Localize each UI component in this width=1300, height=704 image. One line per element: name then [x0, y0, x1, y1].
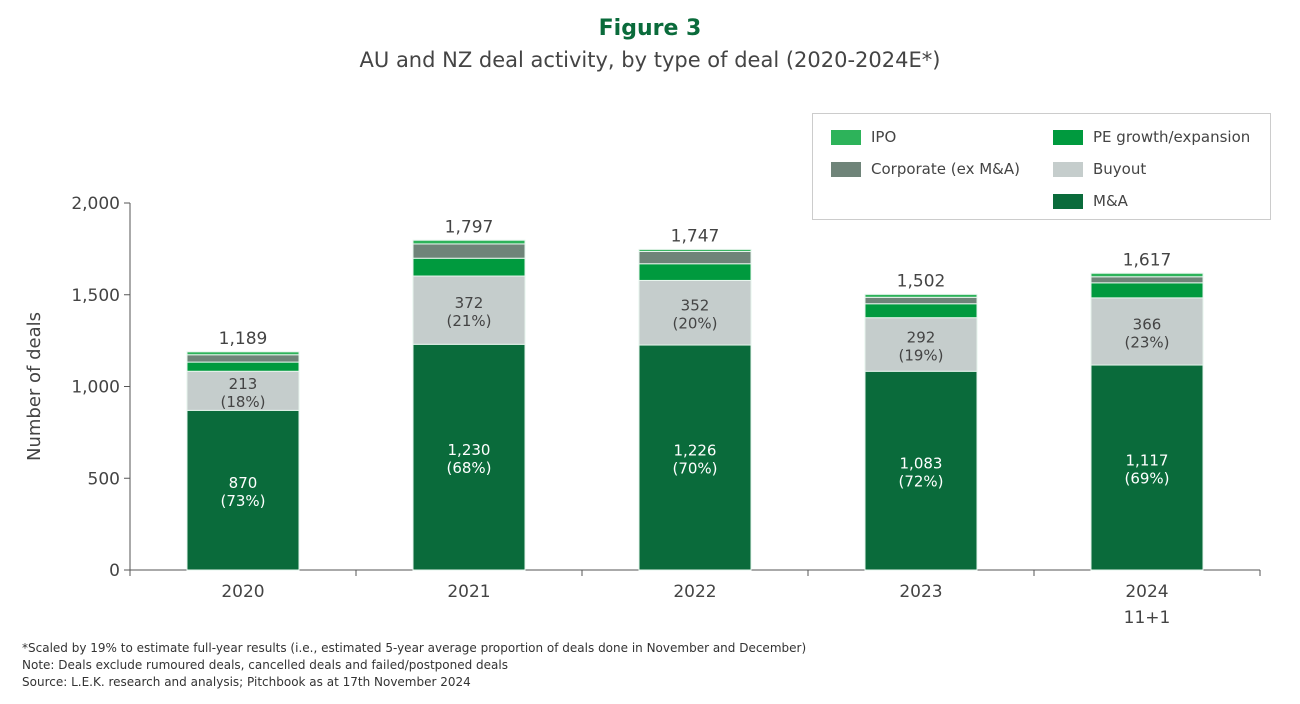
data-label-value: 372 [455, 294, 484, 312]
data-label-percent: (18%) [220, 393, 265, 411]
bar-segment-corporate-ex-m-a--2024 [1090, 276, 1204, 284]
data-label-value: 870 [229, 474, 258, 492]
data-label-value: 1,226 [674, 442, 717, 460]
y-tick-label: 500 [88, 469, 120, 489]
bar-segment-corporate-ex-m-a--2021 [412, 243, 526, 259]
bar-segment-buyout-2021 [412, 275, 526, 345]
bar-segment-buyout-2020 [186, 370, 300, 411]
data-label-percent: (72%) [898, 473, 943, 491]
legend-label: IPO [871, 128, 897, 146]
legend-label: M&A [1093, 192, 1128, 210]
bar-segment-pe-growth-expansion-2022 [638, 263, 752, 281]
legend-item-ma: M&A [1053, 192, 1128, 210]
legend-swatch [1053, 193, 1083, 209]
bar-segment-pe-growth-expansion-2021 [412, 257, 526, 277]
data-label-value: 213 [229, 375, 258, 393]
bar-segment-ipo-2020 [186, 351, 300, 356]
y-tick-label: 2,000 [71, 194, 120, 214]
footnotes: *Scaled by 19% to estimate full-year res… [22, 640, 806, 691]
legend-item-pe-growth: PE growth/expansion [1053, 128, 1250, 146]
footnote-source: Source: L.E.K. research and analysis; Pi… [22, 675, 471, 689]
x-tick-label: 2020 [221, 582, 264, 602]
legend-swatch [1053, 129, 1083, 145]
legend-item-buyout: Buyout [1053, 160, 1146, 178]
x-tick-label: 2023 [899, 582, 942, 602]
bar-segment-corporate-ex-m-a--2023 [864, 296, 978, 305]
bar-segment-ipo-2023 [864, 293, 978, 298]
data-label-percent: (69%) [1124, 470, 1169, 488]
bar-segment-m-a-2023 [864, 370, 978, 571]
x-tick-sublabel: 11+1 [1124, 608, 1171, 628]
bar-segment-m-a-2024 [1090, 364, 1204, 571]
bar-segment-pe-growth-expansion-2024 [1090, 282, 1204, 299]
legend-swatch [1053, 161, 1083, 177]
legend-item-ipo: IPO [831, 128, 896, 146]
figure-label: Figure 3 [598, 16, 702, 41]
legend-item-corporate: Corporate (ex M&A) [831, 160, 1020, 178]
total-label: 1,502 [897, 271, 946, 291]
bar-segment-m-a-2022 [638, 344, 752, 571]
bar-segment-buyout-2022 [638, 279, 752, 346]
legend-swatch [831, 161, 861, 177]
footnote-scaling: *Scaled by 19% to estimate full-year res… [22, 641, 807, 655]
data-label-percent: (23%) [1124, 333, 1169, 351]
data-label-value: 1,083 [900, 455, 943, 473]
bar-segment-pe-growth-expansion-2023 [864, 303, 978, 319]
total-label: 1,617 [1123, 250, 1172, 270]
chart-title: AU and NZ deal activity, by type of deal… [359, 48, 941, 72]
data-label-percent: (20%) [672, 315, 717, 333]
legend-label: Buyout [1093, 160, 1147, 178]
data-label-percent: (21%) [446, 312, 491, 330]
bar-segment-corporate-ex-m-a--2022 [638, 250, 752, 265]
bar-segment-pe-growth-expansion-2020 [186, 361, 300, 372]
data-label-percent: (73%) [220, 492, 265, 510]
y-tick-label: 1,500 [71, 286, 120, 306]
x-tick-label: 2021 [447, 582, 490, 602]
y-tick-label: 1,000 [71, 378, 120, 398]
y-tick-label: 0 [109, 561, 120, 581]
x-tick-label: 2024 [1125, 582, 1168, 602]
data-label-value: 352 [681, 297, 710, 315]
legend-label: Corporate (ex M&A) [871, 160, 1020, 178]
data-label-value: 1,117 [1126, 452, 1169, 470]
bar-segment-ipo-2024 [1090, 272, 1204, 278]
total-label: 1,797 [445, 217, 494, 237]
bar-segment-ipo-2021 [412, 239, 526, 245]
data-label-value: 366 [1133, 315, 1162, 333]
bar-segment-buyout-2024 [1090, 297, 1204, 366]
total-label: 1,189 [219, 329, 268, 349]
data-label-value: 292 [907, 328, 936, 346]
data-label-percent: (70%) [672, 460, 717, 478]
legend: IPO PE growth/expansion Corporate (ex M&… [812, 113, 1271, 220]
x-tick-label: 2022 [673, 582, 716, 602]
bar-segment-buyout-2023 [864, 317, 978, 372]
footnote-note: Note: Deals exclude rumoured deals, canc… [22, 658, 508, 672]
y-axis-title: Number of deals [24, 312, 45, 461]
data-label-percent: (68%) [446, 459, 491, 477]
data-label-value: 1,230 [448, 441, 491, 459]
bar-segment-corporate-ex-m-a--2020 [186, 354, 300, 363]
bar-segment-m-a-2021 [412, 343, 526, 571]
legend-swatch [831, 129, 861, 145]
data-label-percent: (19%) [898, 346, 943, 364]
legend-label: PE growth/expansion [1093, 128, 1251, 146]
total-label: 1,747 [671, 226, 720, 246]
bar-segment-ipo-2022 [638, 248, 752, 252]
